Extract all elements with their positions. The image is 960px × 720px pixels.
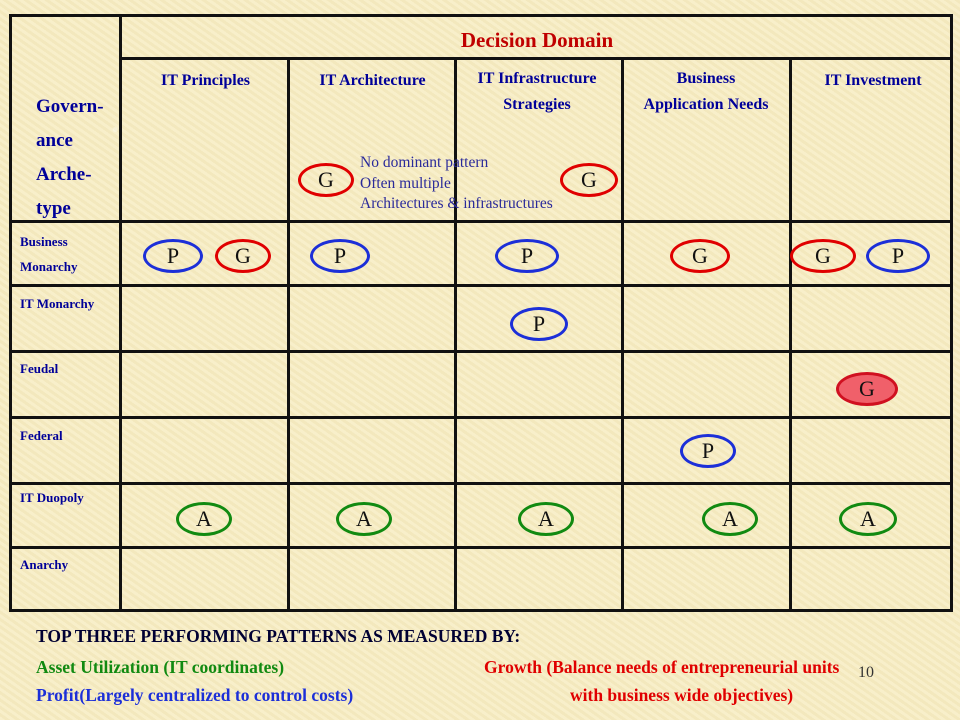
footer-heading: TOP THREE PERFORMING PATTERNS AS MEASURE… [36,626,521,646]
gov-label-line: ance [36,130,73,151]
footer-growth-line1: Growth (Balance needs of entrepreneurial… [484,657,840,677]
grid-line [454,57,457,612]
domain-business-application-label: Business Application Needs [643,70,769,113]
row-label-it-monarchy: IT Monarchy [20,296,95,311]
footer-profit: Profit(Largely centralized to control co… [36,685,354,705]
grid-line [9,482,953,485]
grid-line [9,416,953,419]
profit-marker: P [866,239,930,273]
grid-line [9,350,953,353]
page-number: 10 [858,664,874,681]
growth-marker: G [670,239,730,273]
gov-label-line: type [36,198,71,219]
profit-marker: P [495,239,559,273]
footer-growth-line2: with business wide objectives) [570,685,794,705]
note-line: Often multiple [360,174,451,192]
domain-business-application-needs: Business Application Needs [640,66,772,118]
growth-marker: G [215,239,271,273]
gov-label-line: Govern- [36,96,104,117]
grid-line [9,546,953,549]
footer-asset-utilization: Asset Utilization (IT coordinates) [36,657,285,677]
asset-marker: A [518,502,574,536]
asset-marker: A [176,502,232,536]
domain-it-infrastructure: IT Infrastructure Strategies [470,66,604,118]
note-line: Architectures & infrastructures [360,195,553,212]
profit-marker: P [143,239,203,273]
gov-label-line: Arche- [36,164,92,185]
growth-marker: G [298,163,354,197]
domain-it-infrastructure-label: IT Infrastructure Strategies [477,70,597,113]
grid-line [119,57,953,60]
row-label-it-duopoly: IT Duopoly [20,490,84,505]
row-label-anarchy: Anarchy [20,557,69,572]
domain-it-principles: IT Principles [160,72,251,89]
row-label-business-monarchy: Business Monarchy [20,234,78,274]
growth-marker: G [790,239,856,273]
profit-marker: P [310,239,370,273]
grid-line [9,284,953,287]
grid-line [287,57,290,612]
profit-marker: P [680,434,736,468]
governance-table [9,14,953,612]
growth-marker: G [560,163,618,197]
domain-it-investment: IT Investment [824,72,922,89]
note-line: No dominant pattern [360,154,489,171]
grid-line [9,220,953,223]
growth-marker-filled: G [836,372,898,406]
domain-it-architecture: IT Architecture [319,72,426,89]
asset-marker: A [336,502,392,536]
grid-line [621,57,624,612]
asset-marker: A [702,502,758,536]
row-label-federal: Federal [20,428,63,443]
grid-line [119,14,122,612]
decision-domain-title: Decision Domain [460,28,614,52]
row-label-feudal: Feudal [20,361,59,376]
no-dominant-pattern-note: No dominant pattern Often multiple Archi… [360,153,553,215]
grid-line [789,57,792,612]
asset-marker: A [839,502,897,536]
profit-marker: P [510,307,568,341]
governance-archetype-header: Govern- ance Arche- type [36,90,104,226]
